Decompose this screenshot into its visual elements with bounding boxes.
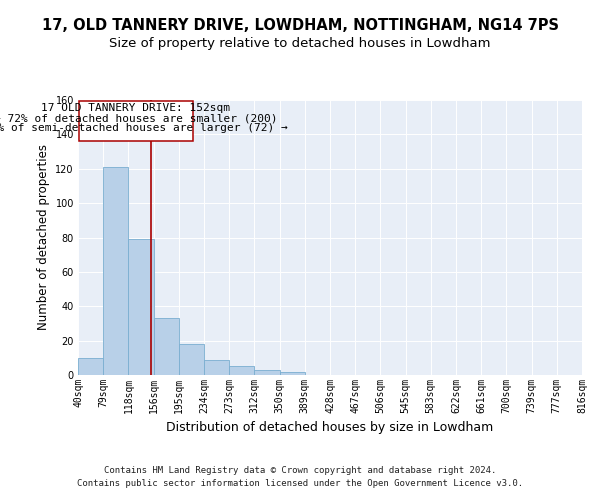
Bar (128, 239, 154, 375)
Bar (280, 372, 305, 375)
Bar (254, 370, 280, 375)
FancyBboxPatch shape (79, 101, 193, 141)
Bar (204, 360, 229, 375)
Text: ← 72% of detached houses are smaller (200): ← 72% of detached houses are smaller (20… (0, 113, 278, 123)
Text: 26% of semi-detached houses are larger (72) →: 26% of semi-detached houses are larger (… (0, 124, 288, 134)
Text: Contains HM Land Registry data © Crown copyright and database right 2024.
Contai: Contains HM Land Registry data © Crown c… (77, 466, 523, 487)
Bar (179, 344, 204, 375)
X-axis label: Distribution of detached houses by size in Lowdham: Distribution of detached houses by size … (166, 422, 494, 434)
Bar (103, 167, 128, 375)
Bar (154, 318, 179, 375)
Bar (229, 366, 254, 375)
Text: 17 OLD TANNERY DRIVE: 152sqm: 17 OLD TANNERY DRIVE: 152sqm (41, 102, 230, 113)
Bar (78, 358, 103, 375)
Text: Size of property relative to detached houses in Lowdham: Size of property relative to detached ho… (109, 38, 491, 51)
Y-axis label: Number of detached properties: Number of detached properties (37, 144, 50, 330)
Text: 17, OLD TANNERY DRIVE, LOWDHAM, NOTTINGHAM, NG14 7PS: 17, OLD TANNERY DRIVE, LOWDHAM, NOTTINGH… (41, 18, 559, 32)
